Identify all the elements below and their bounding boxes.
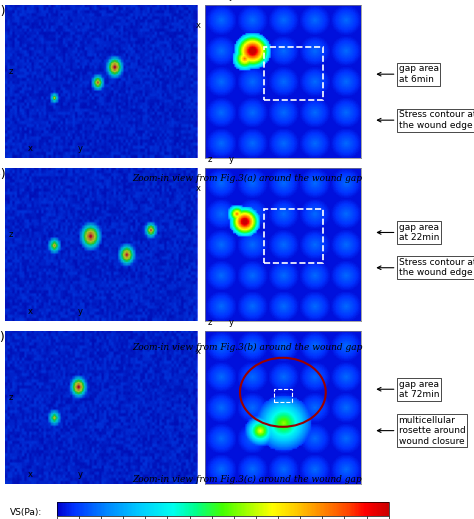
Text: x: x <box>28 307 33 316</box>
Text: gap area
at 72min: gap area at 72min <box>377 379 439 399</box>
Text: gap area
at 22min: gap area at 22min <box>377 223 439 242</box>
Text: Stress contour at
the wound edge: Stress contour at the wound edge <box>377 258 474 278</box>
Text: y: y <box>228 318 233 327</box>
Text: y: y <box>78 144 83 153</box>
Text: x: x <box>196 347 201 356</box>
Text: x: x <box>196 184 201 193</box>
Text: y: y <box>78 307 83 316</box>
Text: VS(Pa):: VS(Pa): <box>9 508 42 517</box>
Text: (c): (c) <box>0 331 6 344</box>
Text: multicellular
rosette around
wound closure: multicellular rosette around wound closu… <box>377 416 465 445</box>
Text: Zoom-in view from Fig.3(c) around the wound gap: Zoom-in view from Fig.3(c) around the wo… <box>133 475 362 484</box>
Text: z: z <box>208 0 212 1</box>
Bar <box>264 47 323 100</box>
Text: y: y <box>228 0 233 1</box>
Text: z: z <box>9 393 13 402</box>
Text: Stress contour at
the wound edge: Stress contour at the wound edge <box>377 111 474 130</box>
Text: (a): (a) <box>0 5 7 18</box>
Text: gap area
at 6min: gap area at 6min <box>377 64 438 84</box>
Text: z: z <box>9 67 13 76</box>
Bar <box>264 210 323 263</box>
Text: x: x <box>196 21 201 30</box>
Text: y: y <box>78 470 83 479</box>
Text: x: x <box>28 470 33 479</box>
Text: z: z <box>9 230 13 239</box>
Text: Zoom-in view from Fig.3(b) around the wound gap: Zoom-in view from Fig.3(b) around the wo… <box>133 343 363 352</box>
Text: (b): (b) <box>0 168 7 181</box>
Text: z: z <box>208 155 212 164</box>
Text: y: y <box>228 155 233 164</box>
Text: Zoom-in view from Fig.3(a) around the wound gap: Zoom-in view from Fig.3(a) around the wo… <box>133 174 363 183</box>
Text: x: x <box>28 144 33 153</box>
Text: z: z <box>208 318 212 327</box>
Bar <box>273 389 292 402</box>
